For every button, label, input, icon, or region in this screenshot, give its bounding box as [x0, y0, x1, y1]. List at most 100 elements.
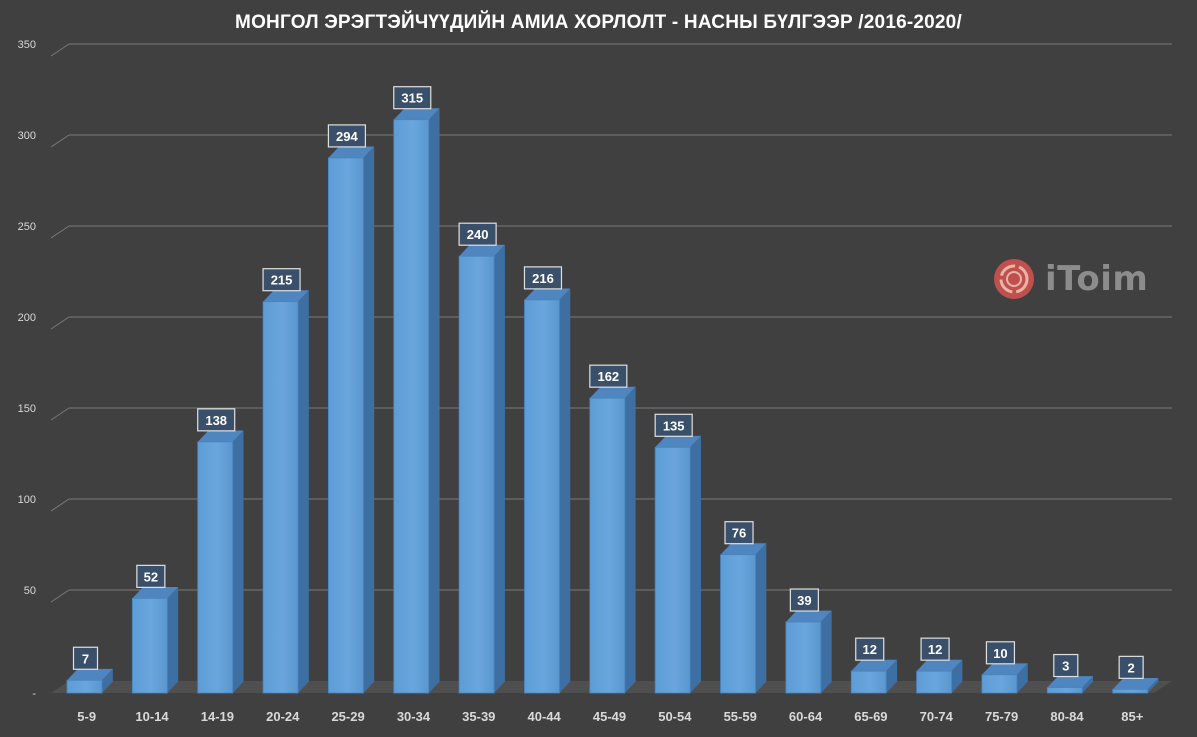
- data-label: 39: [789, 588, 819, 612]
- data-label-box: [1053, 653, 1079, 678]
- data-label-box: [327, 124, 367, 148]
- data-label: 315: [393, 86, 432, 110]
- bar: [654, 435, 701, 694]
- x-tick-label: 40-44: [528, 709, 562, 724]
- data-label-text: 3: [1062, 659, 1069, 674]
- data-label: 135: [654, 413, 693, 437]
- x-tick-label: 10-14: [135, 709, 169, 724]
- bar-front: [720, 554, 756, 694]
- bar-side: [886, 659, 898, 693]
- x-tick-label: 35-39: [462, 709, 495, 724]
- bar-top: [524, 288, 571, 300]
- data-label-box: [724, 521, 754, 545]
- data-label: 216: [523, 266, 563, 290]
- data-label-box: [1118, 655, 1144, 679]
- data-label: 10: [985, 641, 1016, 665]
- gridline-diagonal: [50, 43, 70, 57]
- bar: [524, 288, 571, 694]
- watermark-logo: iToim: [993, 258, 1148, 300]
- bar-front: [916, 670, 952, 694]
- y-tick-label: 100: [18, 494, 36, 506]
- x-tick-label: 5-9: [77, 709, 96, 724]
- y-tick-label: -: [32, 688, 36, 700]
- bar-top: [785, 610, 832, 623]
- bar-top: [851, 659, 898, 672]
- bar-top: [1047, 676, 1094, 688]
- data-label-box: [789, 588, 819, 612]
- data-label: 52: [136, 564, 166, 588]
- data-label-text: 162: [597, 369, 619, 384]
- y-tick-label: 300: [18, 130, 36, 142]
- bar-side: [820, 610, 832, 693]
- data-label-box: [197, 408, 236, 432]
- watermark-text: iToim: [1045, 259, 1149, 299]
- bar-side: [1147, 677, 1159, 693]
- bar-side: [494, 244, 505, 694]
- chart-title: МОНГОЛ ЭРЭГТЭЙЧҮҮДИЙН АМИА ХОРЛОЛТ - НАС…: [235, 12, 962, 33]
- x-tick-label: 55-59: [724, 709, 757, 724]
- bar: [328, 146, 375, 694]
- x-tick-label: 45-49: [593, 709, 626, 724]
- bar-front: [131, 597, 168, 694]
- bar-front: [1046, 687, 1083, 694]
- bar-front: [785, 621, 822, 694]
- bar-top: [263, 290, 309, 302]
- gridline-diagonal: [50, 316, 70, 330]
- data-label: 12: [855, 637, 885, 661]
- gridline-diagonal: [50, 589, 70, 603]
- data-label-text: 135: [663, 418, 685, 433]
- bar-front: [850, 670, 887, 694]
- gridline-diagonal: [50, 407, 70, 421]
- data-label: 12: [920, 637, 950, 661]
- data-label-box: [136, 564, 166, 588]
- y-tick-label: 250: [18, 221, 36, 233]
- bar: [1112, 677, 1159, 694]
- bar-side: [102, 668, 113, 693]
- bar-side: [298, 290, 309, 693]
- bar-side: [951, 659, 963, 693]
- bar-top: [67, 668, 113, 681]
- bar-front: [328, 157, 364, 694]
- bar-top: [1112, 677, 1159, 690]
- data-label-text: 294: [336, 129, 358, 144]
- data-label-box: [262, 268, 301, 292]
- bar-front: [589, 397, 626, 694]
- data-label-text: 12: [863, 642, 877, 657]
- x-tick-label: 14-19: [201, 709, 234, 724]
- data-label-box: [654, 413, 693, 437]
- bar: [131, 586, 179, 694]
- itoim-logo-icon: [994, 259, 1034, 299]
- data-label-box: [855, 637, 885, 661]
- bar-top: [132, 586, 179, 599]
- bar-side: [167, 586, 179, 693]
- data-label-text: 138: [205, 413, 227, 428]
- y-tick-label: 200: [18, 312, 36, 324]
- bar: [720, 543, 767, 694]
- data-label: 294: [327, 124, 367, 148]
- data-label-box: [72, 646, 99, 670]
- data-label: 76: [724, 521, 754, 545]
- data-label-text: 216: [532, 271, 554, 286]
- x-tick-label: 85+: [1121, 709, 1143, 724]
- data-label-text: 52: [144, 569, 158, 584]
- bar: [262, 290, 309, 694]
- gridline-diagonal: [50, 498, 70, 512]
- data-label: 162: [589, 364, 628, 388]
- x-tick-label: 25-29: [331, 709, 364, 724]
- data-label: 138: [197, 408, 236, 432]
- data-label: 215: [262, 268, 301, 292]
- bar: [850, 659, 898, 694]
- bar: [393, 108, 440, 694]
- data-label: 2: [1118, 655, 1144, 679]
- bar-side: [1082, 676, 1094, 693]
- bar-top: [328, 146, 375, 158]
- bar: [785, 610, 832, 694]
- gridline-diagonal: [50, 134, 70, 148]
- y-tick-label: 50: [24, 585, 36, 597]
- bar-top: [589, 386, 636, 399]
- x-tick-label: 70-74: [920, 709, 954, 724]
- x-tick-label: 75-79: [985, 709, 1018, 724]
- bar-top: [981, 663, 1028, 675]
- bar-side: [624, 386, 636, 693]
